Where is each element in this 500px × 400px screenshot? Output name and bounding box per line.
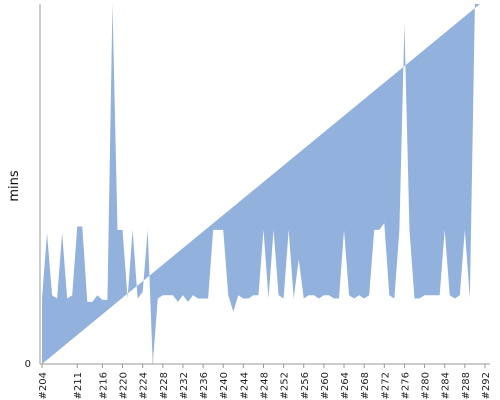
x-tick-label: #240 <box>219 372 230 399</box>
x-tick-label: #276 <box>400 372 411 399</box>
x-tick-label: #260 <box>320 372 331 399</box>
x-tick-label: #272 <box>380 372 391 399</box>
x-tick-label: #211 <box>73 372 84 399</box>
plot-area <box>42 4 480 364</box>
y-tick-label: 0 <box>25 359 31 370</box>
x-tick-label: #244 <box>239 372 250 399</box>
x-axis-ticks: #204 #211 #216 #220 #224 #228 #232 #236 #240 #244… <box>38 364 492 399</box>
y-axis-title: mins <box>7 170 22 202</box>
x-tick-label: #228 <box>159 372 170 399</box>
x-tick-label: #264 <box>340 372 351 399</box>
x-tick-label: #224 <box>139 372 150 399</box>
x-tick-label: #248 <box>259 372 270 399</box>
x-tick-label: #220 <box>119 372 130 399</box>
x-tick-label: #216 <box>98 372 109 399</box>
x-tick-label: #232 <box>179 372 190 399</box>
x-tick-label: #256 <box>300 372 311 399</box>
x-tick-label: #280 <box>421 372 432 399</box>
x-tick-label: #252 <box>280 372 291 399</box>
x-tick-label: #284 <box>441 372 452 399</box>
x-tick-label: #204 <box>38 372 49 399</box>
area-series <box>42 4 480 364</box>
x-tick-label: #268 <box>360 372 371 399</box>
x-tick-label: #288 <box>461 372 472 399</box>
x-tick-label: #292 <box>481 372 492 399</box>
x-tick-label: #236 <box>199 372 210 399</box>
